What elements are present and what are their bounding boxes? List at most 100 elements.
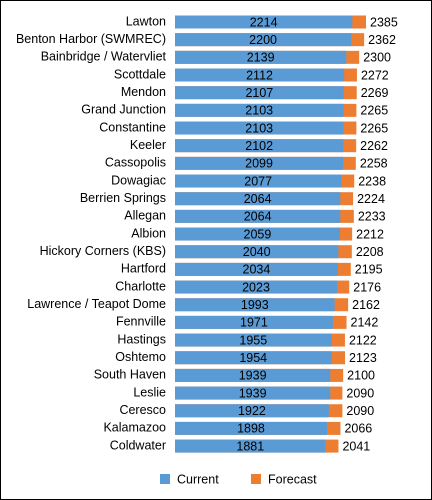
category-label: Berrien Springs [80,191,166,205]
category-label: Hastings [117,332,166,346]
value-label: 2066 [344,422,372,436]
bar [175,421,327,435]
value-label: 2385 [370,15,398,29]
value-label: 2300 [363,51,391,65]
value-label: 2176 [353,280,381,294]
value-label: 2077 [244,174,272,188]
value-label: 2258 [360,157,388,171]
value-label: 2103 [245,121,273,135]
value-label: 2122 [349,333,377,347]
value-label: 2100 [347,369,375,383]
bar [175,33,352,47]
bar [175,174,342,188]
value-label: 2123 [349,351,377,365]
value-label: 1939 [239,369,267,383]
bar [175,439,326,453]
category-label: Charlotte [115,279,166,293]
bar [175,121,344,135]
value-label: 2139 [247,51,275,65]
category-label: Dowagiac [111,173,166,187]
bar [175,192,341,206]
value-label: 1898 [237,422,265,436]
category-label: Hickory Corners (KBS) [40,244,166,258]
value-label: 2059 [244,227,272,241]
value-label: 1955 [239,333,267,347]
category-label: Kalamazoo [103,421,166,435]
value-label: 2200 [249,33,277,47]
value-label: 2224 [357,192,385,206]
value-label: 2142 [351,316,379,330]
bar [175,351,332,365]
legend-label: Forecast [268,472,317,486]
category-label: Leslie [133,385,166,399]
bar [175,50,347,64]
bar [175,280,338,294]
bar [175,103,344,117]
value-label: 2265 [360,121,388,135]
category-label: Grand Junction [81,103,166,117]
category-label: Coldwater [110,438,166,452]
bar [175,368,331,382]
value-label: 2090 [346,386,374,400]
value-label: 2272 [361,68,389,82]
category-label: Lawrence / Teapot Dome [27,297,166,311]
value-label: 2362 [368,33,396,47]
category-label: South Haven [94,368,166,382]
category-label: Cassopolis [105,156,166,170]
value-label: 2064 [244,210,272,224]
legend-swatch [160,474,170,484]
value-label: 2112 [246,68,273,82]
bar [175,298,335,312]
value-label: 2214 [250,15,278,29]
value-label: 2233 [358,210,386,224]
value-label: 2162 [352,298,380,312]
category-label: Lawton [126,14,166,28]
value-label: 2107 [245,86,273,100]
category-label: Ceresco [119,403,166,417]
bar [175,386,331,400]
value-label: 2099 [245,157,273,171]
bar [175,245,339,259]
legend-swatch [251,474,261,484]
category-label: Fennville [116,315,166,329]
value-label: 2265 [360,104,388,118]
category-label: Bainbridge / Watervliet [41,50,167,64]
bar [175,156,344,170]
value-label: 2195 [355,263,383,277]
value-label: 2041 [342,439,370,453]
bar [175,15,353,29]
bar [175,404,329,418]
bar [175,315,333,329]
value-label: 2238 [358,174,386,188]
value-label: 2023 [242,280,270,294]
category-label: Mendon [121,85,166,99]
bar [175,262,338,276]
value-label: 2034 [243,263,271,277]
category-label: Oshtemo [115,350,166,364]
value-label: 2090 [346,404,374,418]
value-label: 2102 [245,139,273,153]
category-label: Hartford [121,262,166,276]
category-label: Benton Harbor (SWMREC) [16,32,166,46]
bar [175,86,344,100]
value-label: 1922 [238,404,266,418]
value-label: 1939 [239,386,267,400]
value-label: 2212 [356,227,384,241]
value-label: 2208 [356,245,384,259]
bar [175,68,345,82]
value-label: 2064 [244,192,272,206]
category-label: Keeler [130,138,166,152]
value-label: 1881 [236,439,264,453]
value-label: 1971 [240,316,268,330]
value-label: 1954 [239,351,267,365]
bar [175,333,332,347]
bar [175,227,340,241]
legend-label: Current [177,472,219,486]
value-label: 2262 [360,139,388,153]
category-label: Scottdale [114,67,166,81]
bar [175,209,341,223]
value-label: 2269 [361,86,389,100]
category-label: Constantine [99,120,166,134]
category-label: Albion [131,226,166,240]
value-label: 2040 [243,245,271,259]
